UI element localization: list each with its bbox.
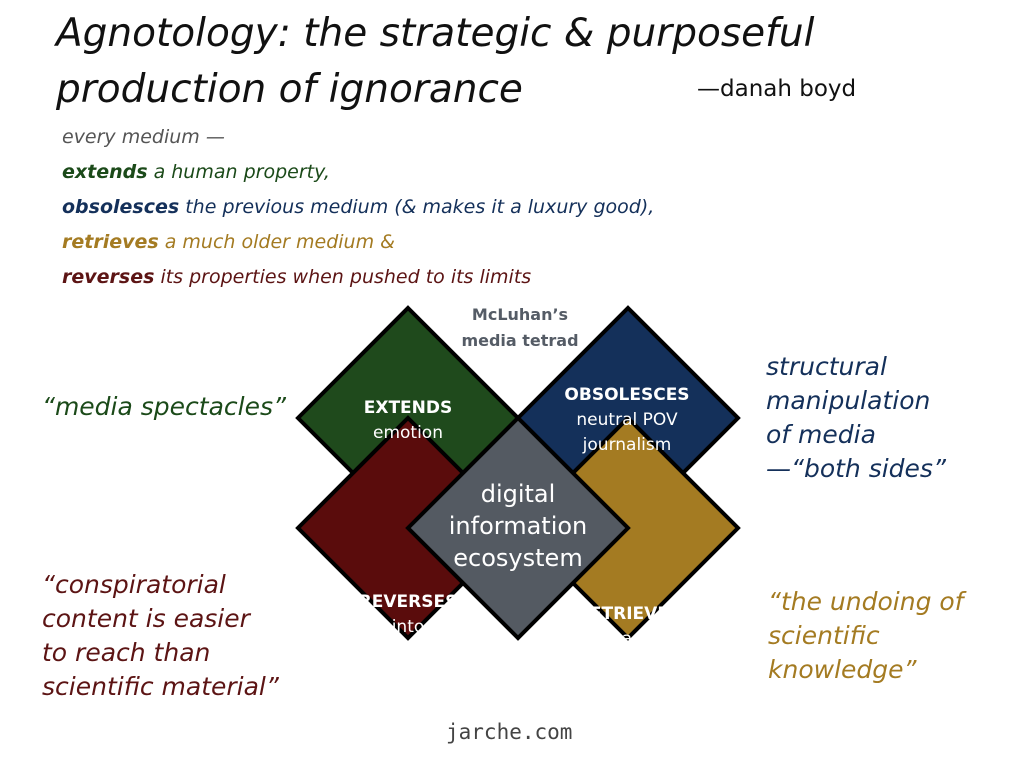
center-label-line-2: information xyxy=(448,512,588,540)
obsolesces-quote-line-1: structural xyxy=(766,352,887,381)
description-extends: extends a human property, xyxy=(62,155,782,190)
retrieves-text: a much older medium & xyxy=(158,231,395,253)
reverses-keyword: reverses xyxy=(62,266,155,288)
obsolesces-quote-line-2: manipulation xyxy=(766,386,931,415)
footer-credit: jarche.com xyxy=(446,720,573,744)
reverses-quote-line-1: “conspiratorial xyxy=(42,570,226,599)
reverses-label: REVERSES into constant doubt xyxy=(328,590,488,665)
obsolesces-value-line-2: journalism xyxy=(582,435,672,455)
title-line-2: production of ignorance xyxy=(56,67,523,112)
description-obsolesces: obsolesces the previous medium (& makes … xyxy=(62,190,782,225)
description-intro: every medium — xyxy=(62,126,225,148)
retrieves-title: RETRIEVES xyxy=(576,604,682,624)
retrieves-quote: “the undoing of scientific knowledge” xyxy=(768,585,963,687)
slide-title: Agnotology: the strategic & purposeful p… xyxy=(56,6,916,118)
retrieves-label: RETRIEVES the pastoral impulse xyxy=(554,602,704,677)
obsolesces-quote: structural manipulation of media —“both … xyxy=(766,350,946,486)
center-label-line-3: ecosystem xyxy=(453,544,583,572)
obsolesces-quote-line-3: of media xyxy=(766,420,876,449)
retrieves-value-line-2: impulse xyxy=(595,654,663,674)
obsolesces-text: the previous medium (& makes it a luxury… xyxy=(179,196,655,218)
extends-label: EXTENDS emotion xyxy=(340,396,476,446)
reverses-value-line-1: into xyxy=(391,617,425,637)
obsolesces-title: OBSOLESCES xyxy=(564,385,690,405)
extends-text: a human property, xyxy=(147,161,330,183)
diagram-label: McLuhan’s media tetrad xyxy=(450,302,590,354)
center-label: digital information ecosystem xyxy=(430,478,606,574)
attribution: —danah boyd xyxy=(697,76,857,102)
extends-value: emotion xyxy=(373,423,443,443)
reverses-quote-line-2: content is easier xyxy=(42,604,250,633)
reverses-value-line-2: constant doubt xyxy=(343,642,473,662)
retrieves-quote-line-3: knowledge” xyxy=(768,655,917,684)
extends-keyword: extends xyxy=(62,161,148,183)
description-reverses: reverses its properties when pushed to i… xyxy=(62,260,782,295)
reverses-quote-line-3: to reach than xyxy=(42,638,211,667)
diagram-label-line-1: McLuhan’s xyxy=(471,305,569,324)
extends-quote: “media spectacles” xyxy=(42,390,286,424)
tetrad-description: every medium — extends a human property,… xyxy=(62,120,782,295)
obsolesces-keyword: obsolesces xyxy=(62,196,180,218)
title-line-1: Agnotology: the strategic & purposeful xyxy=(56,11,815,56)
obsolesces-quote-line-4: —“both sides” xyxy=(766,454,946,483)
diagram-label-line-2: media tetrad xyxy=(461,331,579,350)
retrieves-quote-line-2: scientific xyxy=(768,621,880,650)
description-retrieves: retrieves a much older medium & xyxy=(62,225,782,260)
extends-quote-line-1: “media spectacles” xyxy=(42,392,286,421)
reverses-text: its properties when pushed to its limits xyxy=(154,266,532,288)
center-diamond xyxy=(405,415,631,641)
extends-title: EXTENDS xyxy=(363,398,453,418)
obsolesces-label: OBSOLESCES neutral POV journalism xyxy=(552,383,702,458)
reverses-quote-line-4: scientific material” xyxy=(42,672,279,701)
reverses-quote: “conspiratorial content is easier to rea… xyxy=(42,568,279,704)
retrieves-value-line-1: the pastoral xyxy=(577,629,681,649)
obsolesces-value-line-1: neutral POV xyxy=(576,410,678,430)
reverses-title: REVERSES xyxy=(358,592,458,612)
retrieves-keyword: retrieves xyxy=(62,231,159,253)
retrieves-quote-line-1: “the undoing of xyxy=(768,587,964,616)
center-label-line-1: digital xyxy=(480,480,556,508)
